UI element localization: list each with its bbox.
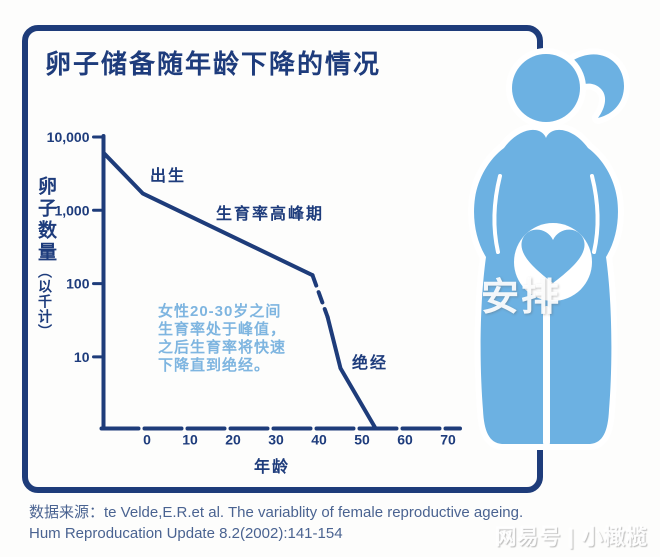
ponytail [564, 48, 630, 124]
annotation-peak-fertility: 生育率高峰期 [216, 206, 325, 223]
data-source-line1: 数据来源：te Velde,E.R.et al. The variablity … [29, 504, 524, 521]
annotation-menopause: 绝经 [352, 355, 389, 372]
x-axis-title: 年龄 [253, 459, 290, 476]
watermark-center: 安排 [481, 277, 562, 319]
y-axis-title: 卵子数量（以千计） [35, 176, 56, 339]
right-arm-line [590, 174, 600, 254]
page-title: 卵子储备随年龄下降的情况 [45, 49, 382, 79]
card-border [22, 25, 543, 493]
data-source-line2: Hum Reproducation Update 8.2(2002):141-1… [29, 525, 343, 542]
annotation-paragraph: 女性20-30岁之间 生育率处于峰值， 之后生育率将快速 下降直到绝经。 [158, 303, 287, 374]
watermark-bottom-right: 网易号 | 小橄榄 [495, 526, 648, 549]
data-source: 数据来源：te Velde,E.R.et al. The variablity … [29, 502, 529, 544]
annotation-birth: 出生 [150, 168, 187, 185]
leg-split [543, 306, 550, 446]
y-axis-title-main: 卵子数量 [35, 176, 56, 264]
y-axis-title-sub: （以千计） [37, 264, 53, 339]
